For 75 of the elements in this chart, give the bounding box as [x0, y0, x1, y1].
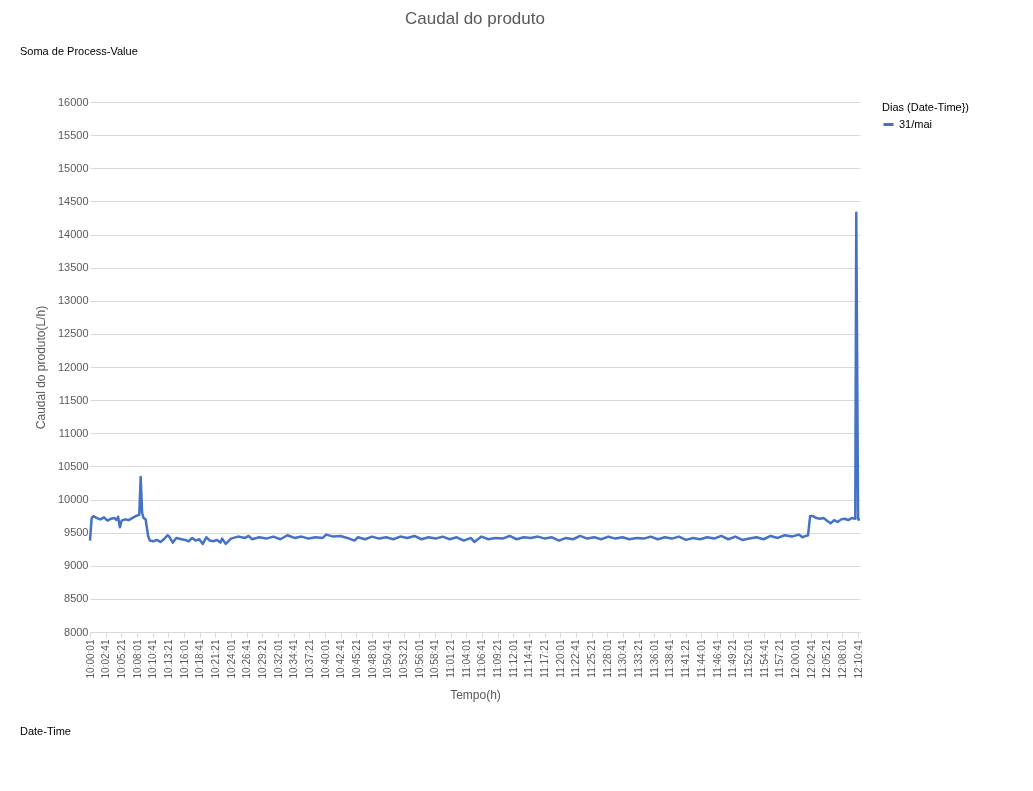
x-tick-label: 10:50:41 [382, 639, 394, 679]
x-tick-label: 10:24:01 [225, 639, 237, 679]
x-tick-label: 12:05:21 [821, 639, 833, 679]
x-tick-label: 10:53:21 [398, 639, 410, 679]
x-tick-label: 10:58:41 [429, 639, 441, 679]
y-tick-label: 11500 [58, 393, 89, 406]
x-tick-label: 10:08:01 [131, 639, 143, 679]
x-tick-label: 11:20:01 [554, 639, 566, 678]
x-tick-label: 11:52:01 [742, 639, 754, 678]
legend-label: 31/mai [899, 117, 933, 130]
x-tick-label: 10:32:01 [272, 639, 284, 679]
x-tick-label: 11:25:21 [586, 639, 598, 678]
x-tick-label: 11:22:41 [570, 639, 582, 678]
y-tick-label: 12000 [57, 360, 89, 373]
y-tick-label: 10000 [57, 493, 89, 505]
y-tick-label: 15500 [57, 128, 89, 141]
x-tick-label: 11:28:01 [601, 639, 613, 678]
x-tick-label: 11:41:21 [680, 639, 692, 678]
x-tick-label: 10:05:21 [115, 639, 127, 679]
x-tick-label: 11:46:41 [711, 639, 723, 678]
x-tick-label: 10:37:21 [303, 639, 315, 679]
y-tick-label: 10500 [57, 459, 89, 472]
x-tick-label: 11:57:21 [774, 639, 786, 678]
x-tick-label: 10:34:41 [288, 639, 300, 679]
x-tick-label: 11:33:21 [633, 639, 645, 678]
legend-title: Dias (Date-Time}) [882, 101, 969, 113]
x-tick-label: 10:13:21 [162, 639, 174, 679]
x-tick-label: 10:29:21 [256, 639, 268, 679]
x-tick-label: 10:10:41 [147, 639, 159, 679]
x-tick-label: 10:40:01 [319, 639, 331, 679]
x-tick-label: 11:12:01 [507, 639, 519, 678]
x-tick-label: 11:01:21 [445, 639, 457, 678]
x-tick-label: 11:17:21 [539, 639, 551, 678]
x-tick-label: 10:18:41 [194, 639, 206, 679]
x-tick-label: 11:36:01 [648, 639, 660, 678]
y-axis-title: Caudal do produto(L/h) [33, 305, 48, 430]
y-tick-label: 14500 [57, 194, 89, 207]
y-tick-label: 13000 [57, 294, 89, 307]
x-tick-label: 12:02:41 [805, 639, 817, 679]
x-axis-title: Tempo(h) [450, 688, 501, 703]
chart-title: Caudal do produto [405, 9, 545, 28]
y-tick-label: 13500 [57, 261, 89, 274]
text: Date-Time [20, 725, 71, 737]
y-tick-label: 9000 [64, 559, 89, 572]
x-tick-label: 10:16:01 [178, 639, 190, 679]
y-tick-label: 11000 [58, 426, 89, 439]
x-tick-label: 10:26:41 [241, 639, 253, 679]
x-tick-label: 12:08:01 [836, 639, 848, 679]
x-tick-label: 10:56:01 [413, 639, 425, 679]
y-tick-label: 8500 [64, 592, 89, 605]
x-tick-label: 11:49:21 [727, 639, 739, 678]
x-tick-label: 11:06:41 [476, 639, 488, 678]
x-tick-label: 11:09:21 [492, 639, 504, 678]
y-tick-label: 8000 [64, 625, 89, 638]
x-tick-label: 11:38:41 [664, 639, 676, 678]
x-tick-label: 10:21:21 [209, 639, 221, 679]
x-tick-label: 11:54:41 [758, 639, 770, 678]
x-tick-label: 10:45:21 [350, 639, 362, 679]
x-tick-label: 11:44:01 [695, 639, 707, 678]
y-tick-label: 9500 [64, 526, 89, 539]
line-series [88, 211, 862, 546]
y-tick-label: 12500 [57, 327, 89, 340]
y-tick-label: 15000 [57, 161, 89, 174]
x-tick-label: 12:00:01 [789, 639, 801, 679]
x-tick-label: 12:10:41 [852, 639, 864, 679]
x-tick-label: 11:14:41 [523, 639, 535, 678]
y-tick-label: 16000 [57, 95, 89, 108]
y-tick-label: 14000 [57, 228, 89, 240]
x-tick-label: 11:04:01 [460, 639, 472, 678]
text: Soma de Process-Value [20, 45, 138, 57]
x-tick-label: 11:30:41 [617, 639, 629, 678]
x-tick-label: 10:02:41 [100, 639, 112, 679]
x-tick-label: 10:48:01 [366, 639, 378, 679]
x-tick-label: 10:00:01 [84, 639, 96, 679]
x-tick-label: 10:42:41 [335, 639, 347, 679]
